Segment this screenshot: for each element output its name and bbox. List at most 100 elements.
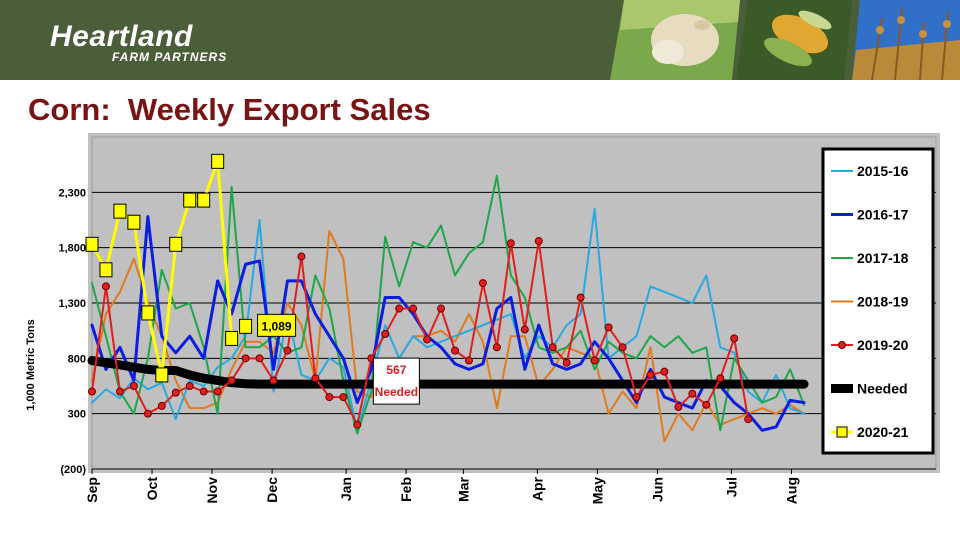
data-point — [127, 214, 141, 230]
header-banner: Heartland FARM PARTNERS — [0, 0, 960, 80]
data-point — [451, 346, 459, 355]
data-point — [562, 358, 571, 367]
data-point — [129, 382, 138, 390]
data-point — [409, 304, 418, 313]
legend-label: Needed — [857, 381, 908, 397]
series-line — [90, 159, 248, 377]
latest-value-label: 1,089 — [262, 319, 292, 333]
data-point — [339, 393, 348, 402]
cow-photo — [610, 0, 740, 80]
data-point — [99, 262, 113, 278]
data-point — [618, 343, 627, 352]
data-point — [101, 282, 110, 291]
data-point — [646, 370, 655, 379]
x-tick-label: Jul — [723, 477, 739, 497]
data-point — [213, 387, 222, 396]
needed-value-label: 567 — [386, 363, 406, 377]
brand-logo: Heartland FARM PARTNERS — [50, 22, 228, 65]
data-point — [688, 389, 697, 398]
data-point — [225, 330, 239, 346]
data-point — [478, 279, 487, 288]
data-point — [269, 376, 278, 385]
data-point — [185, 382, 194, 390]
x-tick-label: Jun — [649, 477, 665, 502]
legend-item-2015-16: 2015-16 — [831, 163, 909, 179]
needed-annotation: 567 Needed — [372, 357, 420, 405]
legend-label: 2019-20 — [857, 337, 909, 353]
data-point — [88, 387, 96, 396]
data-point — [576, 293, 585, 302]
legend-item-2016-17: 2016-17 — [831, 207, 909, 223]
legend-label: 2017-18 — [857, 250, 909, 266]
export-sales-chart: (200) 300 800 1,300 1,800 2,300 Sep Oct Nov Dec J… — [25, 133, 940, 504]
x-tick-label: Nov — [204, 477, 220, 504]
data-point — [171, 388, 180, 397]
x-tick-label: Sep — [84, 477, 100, 503]
legend-marker — [838, 341, 846, 349]
data-point — [85, 236, 99, 252]
data-point — [674, 403, 683, 412]
data-point — [311, 374, 320, 383]
legend-item-2018-19: 2018-19 — [831, 294, 909, 310]
series-Needed — [87, 356, 809, 389]
series-2020-21 — [85, 153, 253, 383]
data-point — [197, 192, 211, 208]
corn-photo — [736, 0, 852, 80]
series-line — [90, 215, 806, 432]
latest-value-annotation: 1,089 — [257, 313, 297, 337]
data-point — [199, 387, 208, 396]
data-point — [548, 343, 557, 352]
legend-item-2020-21: 2020-21 — [831, 424, 909, 440]
legend-marker — [836, 426, 848, 438]
data-point — [632, 393, 641, 402]
legend-label: 2020-21 — [857, 424, 909, 440]
needed-text-label: Needed — [375, 385, 418, 399]
data-point — [423, 335, 432, 344]
y-axis-label: 1,000 Metric Tons — [25, 319, 37, 411]
data-point — [590, 356, 599, 365]
brand-subtitle: FARM PARTNERS — [112, 50, 228, 64]
data-point — [492, 343, 501, 352]
data-point — [241, 354, 250, 363]
y-tick-label: 300 — [68, 409, 86, 421]
soybean-photo — [852, 0, 960, 80]
header-photos — [610, 0, 960, 80]
data-point — [115, 387, 124, 396]
y-tick-label: 1,800 — [58, 243, 86, 255]
y-tick-label: 1,300 — [58, 298, 86, 310]
data-point — [520, 325, 529, 334]
series-2016-17 — [90, 215, 806, 432]
data-point — [283, 346, 292, 355]
data-point — [437, 304, 446, 313]
y-tick-label: (200) — [60, 464, 86, 476]
data-point — [113, 203, 127, 219]
x-tick-label: Jan — [338, 477, 354, 501]
data-point — [702, 400, 711, 409]
data-point — [353, 420, 362, 429]
data-point — [730, 334, 739, 343]
data-point — [211, 153, 225, 169]
legend-item-2017-18: 2017-18 — [831, 250, 909, 266]
data-point — [155, 367, 169, 383]
data-point — [395, 304, 404, 313]
data-point — [157, 401, 166, 410]
y-tick-label: 2,300 — [58, 187, 86, 199]
data-point — [506, 239, 515, 248]
data-point — [143, 409, 152, 418]
data-point — [141, 305, 155, 321]
x-tick-label: Oct — [144, 477, 160, 501]
data-point — [464, 356, 473, 365]
data-point — [744, 415, 753, 424]
series-2018-19 — [91, 230, 806, 443]
data-point — [227, 376, 236, 385]
data-point — [325, 393, 334, 402]
legend-label: 2018-19 — [857, 294, 909, 310]
series-line — [87, 356, 809, 389]
data-point — [604, 323, 613, 332]
x-tick-label: Mar — [455, 476, 471, 501]
series-2019-20 — [88, 237, 753, 429]
data-point — [381, 329, 390, 338]
latest-value-box — [257, 313, 297, 337]
data-point — [297, 252, 306, 261]
data-point — [660, 367, 669, 376]
